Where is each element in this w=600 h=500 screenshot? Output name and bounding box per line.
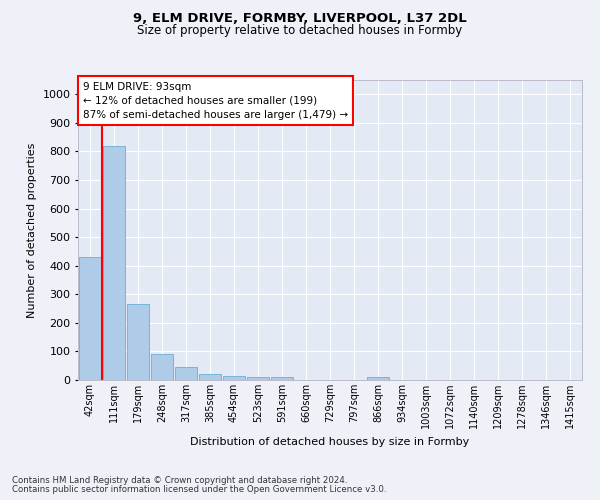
Y-axis label: Number of detached properties: Number of detached properties [27,142,37,318]
Text: Contains public sector information licensed under the Open Government Licence v3: Contains public sector information licen… [12,485,386,494]
Bar [199,374,221,380]
Bar [103,146,125,380]
X-axis label: Distribution of detached houses by size in Formby: Distribution of detached houses by size … [190,436,470,446]
Bar [223,376,245,380]
Bar [271,377,293,380]
Text: Contains HM Land Registry data © Crown copyright and database right 2024.: Contains HM Land Registry data © Crown c… [12,476,347,485]
Bar [151,354,173,380]
Text: 9 ELM DRIVE: 93sqm
← 12% of detached houses are smaller (199)
87% of semi-detach: 9 ELM DRIVE: 93sqm ← 12% of detached hou… [83,82,348,120]
Bar [247,376,269,380]
Text: 9, ELM DRIVE, FORMBY, LIVERPOOL, L37 2DL: 9, ELM DRIVE, FORMBY, LIVERPOOL, L37 2DL [133,12,467,26]
Bar [175,366,197,380]
Text: Size of property relative to detached houses in Formby: Size of property relative to detached ho… [137,24,463,37]
Bar [79,257,101,380]
Bar [367,377,389,380]
Bar [127,304,149,380]
